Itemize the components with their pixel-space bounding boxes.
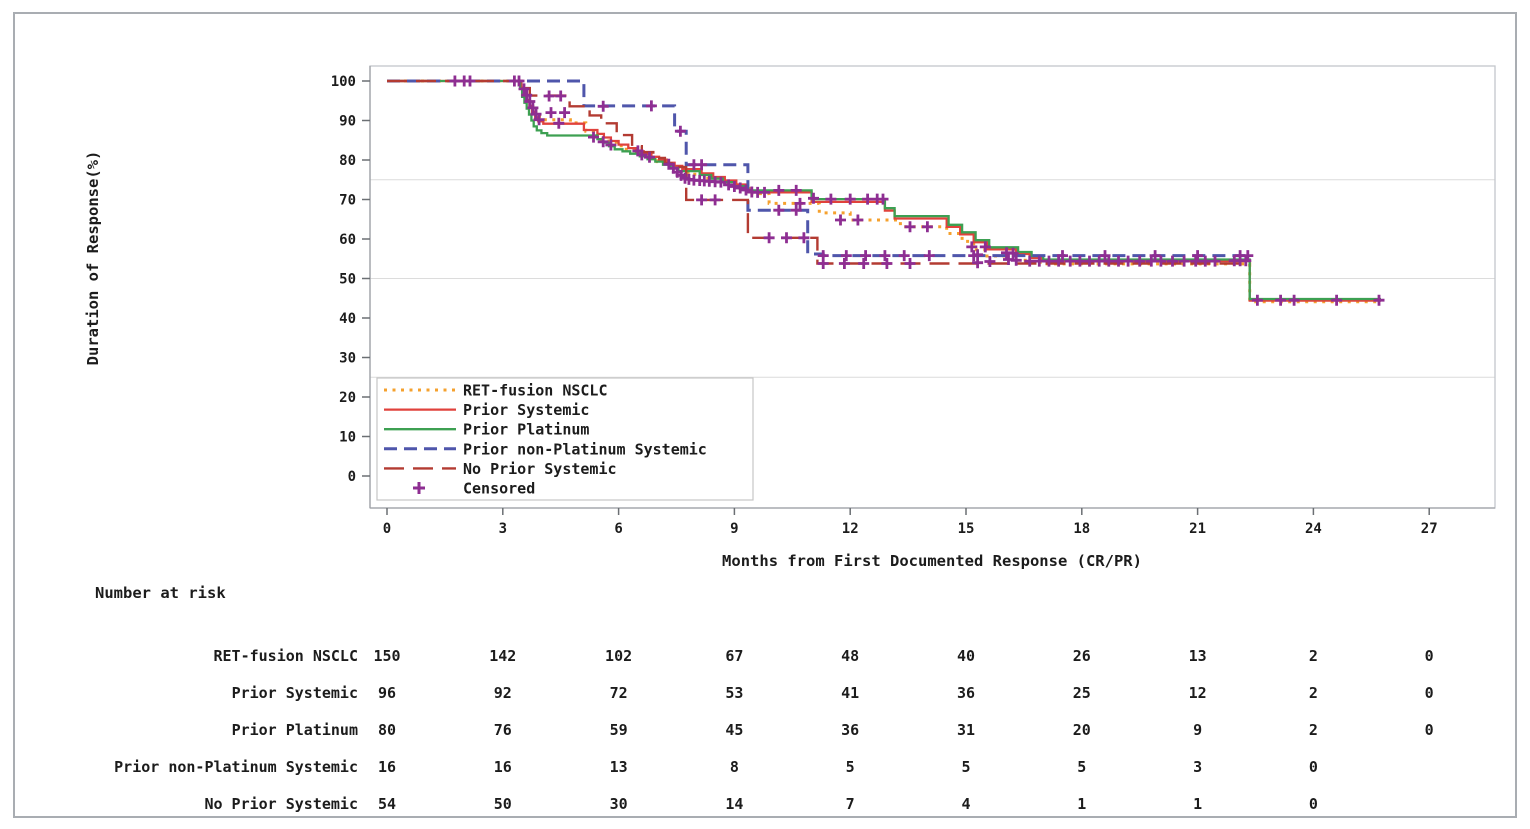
risk-value: 96: [378, 684, 396, 702]
risk-value: 40: [957, 647, 975, 665]
censor-marks-path: [449, 75, 1385, 306]
risk-value: 5: [846, 758, 855, 776]
x-tick-label: 15: [958, 521, 975, 537]
series-line-prior-platinum: [387, 79, 1381, 301]
gridlines: [370, 179, 1495, 378]
y-tick-label: 20: [339, 390, 356, 406]
risk-row-label: No Prior Systemic: [204, 795, 358, 813]
y-axis: 0 10 20 30 40 50 60 70 80 90 100: [331, 66, 371, 508]
y-tick-label: 10: [339, 430, 356, 446]
risk-value: 41: [841, 684, 859, 702]
series-line-prior-non-platinum-systemic: [387, 79, 1250, 258]
risk-value: 14: [725, 795, 743, 813]
legend-label-no-prior-systemic: No Prior Systemic: [463, 460, 617, 478]
y-tick-label: 70: [339, 193, 356, 209]
risk-value: 20: [1073, 721, 1091, 739]
risk-value: 59: [610, 721, 628, 739]
x-tick-label: 12: [842, 521, 859, 537]
y-tick-label: 80: [339, 153, 356, 169]
x-tick-label: 0: [383, 521, 391, 537]
legend-label-prior-non-platinum-systemic: Prior non-Platinum Systemic: [463, 440, 707, 458]
y-tick-label: 100: [331, 74, 356, 90]
risk-value: 25: [1073, 684, 1091, 702]
risk-value: 50: [494, 795, 512, 813]
risk-value: 72: [610, 684, 628, 702]
y-tick-label: 40: [339, 311, 356, 327]
risk-value: 36: [957, 684, 975, 702]
x-tick-label: 6: [614, 521, 622, 537]
risk-row-label: Prior Systemic: [232, 684, 358, 702]
risk-value: 7: [846, 795, 855, 813]
y-tick-label: 90: [339, 114, 356, 130]
risk-value: 16: [378, 758, 396, 776]
risk-value: 8: [730, 758, 739, 776]
risk-value: 53: [725, 684, 743, 702]
legend-box: [376, 377, 754, 501]
risk-value: 2: [1309, 647, 1318, 665]
risk-value: 1: [1193, 795, 1202, 813]
x-tick-label: 21: [1189, 521, 1206, 537]
risk-value: 13: [610, 758, 628, 776]
risk-value: 4: [961, 795, 970, 813]
risk-value: 2: [1309, 721, 1318, 739]
legend-swatch-censored: [413, 482, 425, 494]
x-axis: 0 3 6 9 12 15 18 21 24 27: [370, 507, 1495, 537]
x-tick-label: 27: [1421, 521, 1438, 537]
legend-label-prior-systemic: Prior Systemic: [463, 401, 589, 419]
figure-border: [13, 12, 1517, 818]
y-axis-title: Duration of Response(%): [84, 151, 102, 366]
risk-value: 0: [1425, 684, 1434, 702]
risk-value: 3: [1193, 758, 1202, 776]
risk-row-label: RET-fusion NSCLC: [214, 647, 359, 665]
x-tick-label: 9: [730, 521, 738, 537]
risk-value: 92: [494, 684, 512, 702]
risk-value: 0: [1309, 795, 1318, 813]
risk-value: 45: [725, 721, 743, 739]
legend-label-ret-fusion-nsclc: RET-fusion NSCLC: [463, 382, 608, 400]
legend-label-censored: Censored: [463, 480, 535, 498]
risk-value: 67: [725, 647, 743, 665]
risk-value: 54: [378, 795, 396, 813]
risk-value: 1: [1077, 795, 1086, 813]
risk-value: 13: [1189, 647, 1207, 665]
risk-value: 76: [494, 721, 512, 739]
y-tick-label: 60: [339, 232, 356, 248]
y-tick-label: 50: [339, 272, 356, 288]
risk-row-label: Prior non-Platinum Systemic: [114, 758, 358, 776]
y-tick-label: 0: [348, 469, 356, 485]
risk-value: 12: [1189, 684, 1207, 702]
risk-value: 5: [961, 758, 970, 776]
risk-value: 102: [605, 647, 632, 665]
x-tick-label: 3: [499, 521, 507, 537]
risk-value: 48: [841, 647, 859, 665]
risk-value: 9: [1193, 721, 1202, 739]
risk-value: 5: [1077, 758, 1086, 776]
censor-marks: [449, 75, 1385, 306]
risk-value: 30: [610, 795, 628, 813]
legend-label-prior-platinum: Prior Platinum: [463, 421, 589, 439]
risk-value: 16: [494, 758, 512, 776]
risk-value: 26: [1073, 647, 1091, 665]
risk-value: 2: [1309, 684, 1318, 702]
risk-value: 31: [957, 721, 975, 739]
risk-value: 80: [378, 721, 396, 739]
number-at-risk-title: Number at risk: [95, 584, 226, 602]
risk-value: 0: [1425, 721, 1434, 739]
x-axis-title: Months from First Documented Response (C…: [722, 552, 1142, 570]
risk-value: 142: [489, 647, 516, 665]
y-tick-label: 30: [339, 351, 356, 367]
risk-value: 150: [373, 647, 400, 665]
risk-value: 36: [841, 721, 859, 739]
risk-value: 0: [1425, 647, 1434, 665]
number-at-risk-table: Number at risk RET-fusion NSCLC 150 142 102…: [95, 584, 1434, 813]
risk-value: 0: [1309, 758, 1318, 776]
x-tick-label: 24: [1305, 521, 1322, 537]
x-tick-label: 18: [1073, 521, 1090, 537]
risk-row-label: Prior Platinum: [232, 721, 358, 739]
series-line-no-prior-systemic: [387, 79, 1248, 265]
